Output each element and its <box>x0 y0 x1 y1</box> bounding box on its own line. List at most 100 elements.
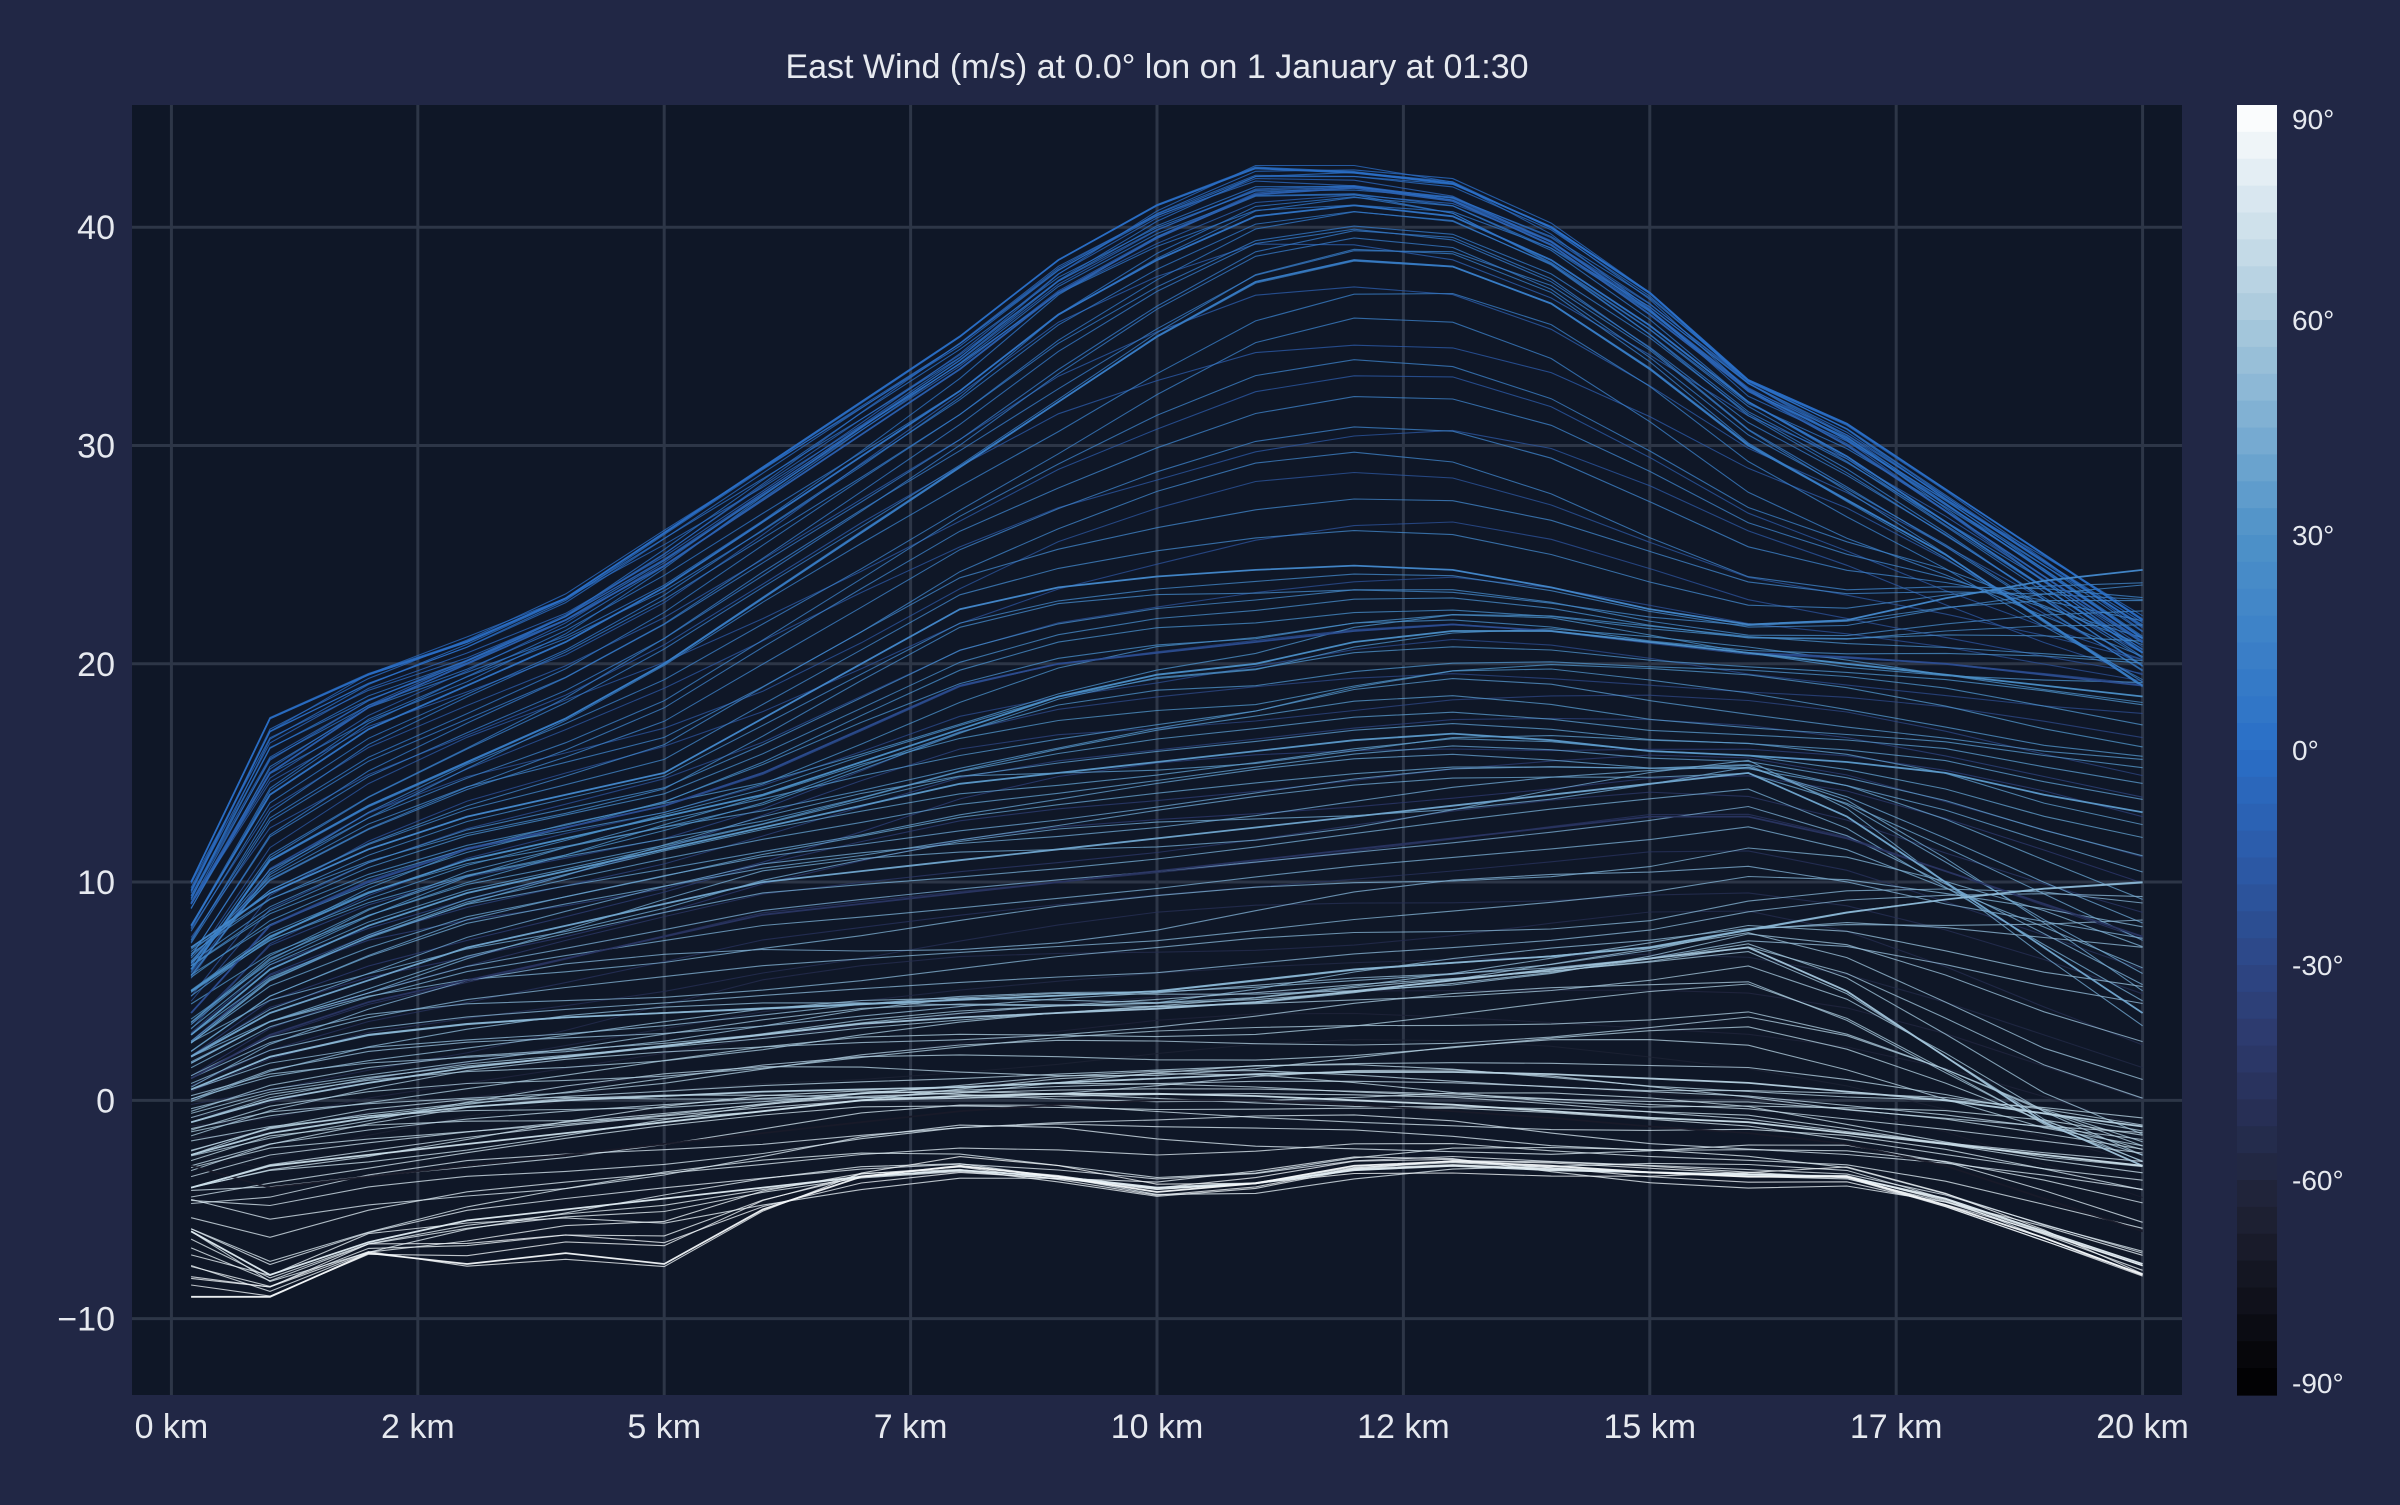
colorbar-band <box>2237 750 2277 778</box>
series-line-66 <box>190 589 2143 963</box>
colorbar-band <box>2237 1287 2277 1315</box>
colorbar-band <box>2237 346 2277 375</box>
series-line-key-0 <box>190 1099 2143 1233</box>
colorbar-band <box>2237 1180 2277 1208</box>
colorbar-band <box>2237 535 2277 563</box>
colorbar-band <box>2237 158 2277 187</box>
series-line-86 <box>190 766 2143 1053</box>
series-line-4 <box>191 989 2143 1127</box>
series-line-46 <box>190 210 2143 932</box>
series-line-48 <box>190 225 2143 941</box>
series-line-47 <box>190 211 2143 942</box>
colorbar-band <box>2237 320 2277 348</box>
colorbar-band <box>2237 723 2277 751</box>
series-line-71 <box>190 614 2143 997</box>
colorbar-band <box>2237 1099 2277 1127</box>
colorbar-band <box>2237 776 2277 805</box>
series-line-3 <box>191 1012 2143 1139</box>
series-line-41 <box>190 193 2143 903</box>
colorbar-band <box>2237 965 2277 993</box>
series-line-76 <box>190 668 2143 1020</box>
series-line-91 <box>190 788 2143 1064</box>
series-line-key-7 <box>190 564 2143 949</box>
series-line-50 <box>190 230 2143 957</box>
y-tick-label: 20 <box>77 646 115 684</box>
x-tick-label: 7 km <box>874 1408 948 1446</box>
series-line-key-3 <box>190 186 2144 905</box>
series-line-117 <box>190 1064 2143 1156</box>
y-tick-label: 10 <box>77 864 115 902</box>
colorbar-band <box>2237 1341 2277 1369</box>
series-line-30 <box>190 186 2143 897</box>
series-line-61 <box>190 498 2143 956</box>
x-tick-label: 10 km <box>1111 1408 1204 1446</box>
series-line-127 <box>191 1105 2143 1198</box>
series-line-68 <box>190 609 2143 967</box>
series-line-67 <box>190 597 2143 967</box>
series-line-77 <box>190 678 2143 1025</box>
series-line-103 <box>190 940 2143 1100</box>
series-line-key-5 <box>190 204 2144 927</box>
x-tick-label: 5 km <box>627 1408 701 1446</box>
colorbar-band <box>2237 293 2277 321</box>
colorbar-band <box>2237 1018 2277 1047</box>
colorbar-band <box>2237 105 2277 133</box>
x-tick-label: 12 km <box>1357 1408 1450 1446</box>
colorbar-band <box>2237 454 2277 482</box>
series-line-109 <box>190 965 2143 1156</box>
series-line-23 <box>190 375 2143 965</box>
series-line-key-6 <box>190 259 2144 970</box>
series-line-2 <box>191 1039 2143 1164</box>
series-line-133 <box>190 1146 2143 1262</box>
series-line-128 <box>191 1104 2143 1191</box>
colorbar-band <box>2237 1368 2277 1396</box>
series-line-102 <box>190 924 2143 1100</box>
series-line-129 <box>191 1114 2143 1205</box>
colorbar-band <box>2237 212 2277 240</box>
series-line-104 <box>190 933 2143 1097</box>
series-line-138 <box>190 1156 2143 1276</box>
y-tick-label: 30 <box>77 428 115 466</box>
x-tick-label: 2 km <box>381 1408 455 1446</box>
colorbar-band <box>2237 696 2277 724</box>
colorbar-band <box>2237 508 2277 536</box>
series-line-131 <box>190 1124 2143 1223</box>
series-line-62 <box>190 530 2143 953</box>
series-line-75 <box>190 664 2143 1005</box>
series-line-key-10 <box>190 771 2144 1058</box>
series-line-key-16 <box>191 1160 2143 1298</box>
series-line-key-4 <box>190 167 2144 883</box>
colorbar-band <box>2237 131 2277 160</box>
colorbar-band <box>2237 642 2277 670</box>
series-line-65 <box>190 589 2143 950</box>
series-line-key-9 <box>190 732 2143 1036</box>
series-line-79 <box>190 711 2143 1024</box>
colorbar-band <box>2237 669 2277 697</box>
series-line-35 <box>190 169 2143 892</box>
series-line-123 <box>190 1088 2143 1178</box>
colorbar-band <box>2237 1072 2277 1100</box>
colorbar-band <box>2237 1314 2277 1342</box>
colorbar-band <box>2237 615 2277 644</box>
series-line-key-14 <box>190 1092 2143 1189</box>
series-line-69 <box>190 614 2143 976</box>
series-line-key-12 <box>190 946 2143 1167</box>
series-line-108 <box>190 951 2143 1163</box>
colorbar-band <box>2237 588 2277 617</box>
colorbar-band <box>2237 857 2277 885</box>
series-line-key-1 <box>190 815 2143 1080</box>
colorbar-band <box>2237 427 2277 455</box>
x-tick-label: 0 km <box>135 1408 209 1446</box>
series-line-106 <box>190 946 2143 1112</box>
series-line-78 <box>190 695 2143 1023</box>
series-line-73 <box>190 646 2143 991</box>
colorbar: 90° 60° 30° 0° -30° -60° -90° <box>2237 104 2344 1399</box>
series-line-88 <box>190 764 2143 1057</box>
colorbar-tick-label: -30° <box>2292 950 2344 981</box>
colorbar-tick-label: 30° <box>2292 520 2334 551</box>
series-line-16 <box>190 673 2143 1025</box>
x-tick-label: 20 km <box>2096 1408 2189 1446</box>
series-line-13 <box>190 748 2143 1042</box>
